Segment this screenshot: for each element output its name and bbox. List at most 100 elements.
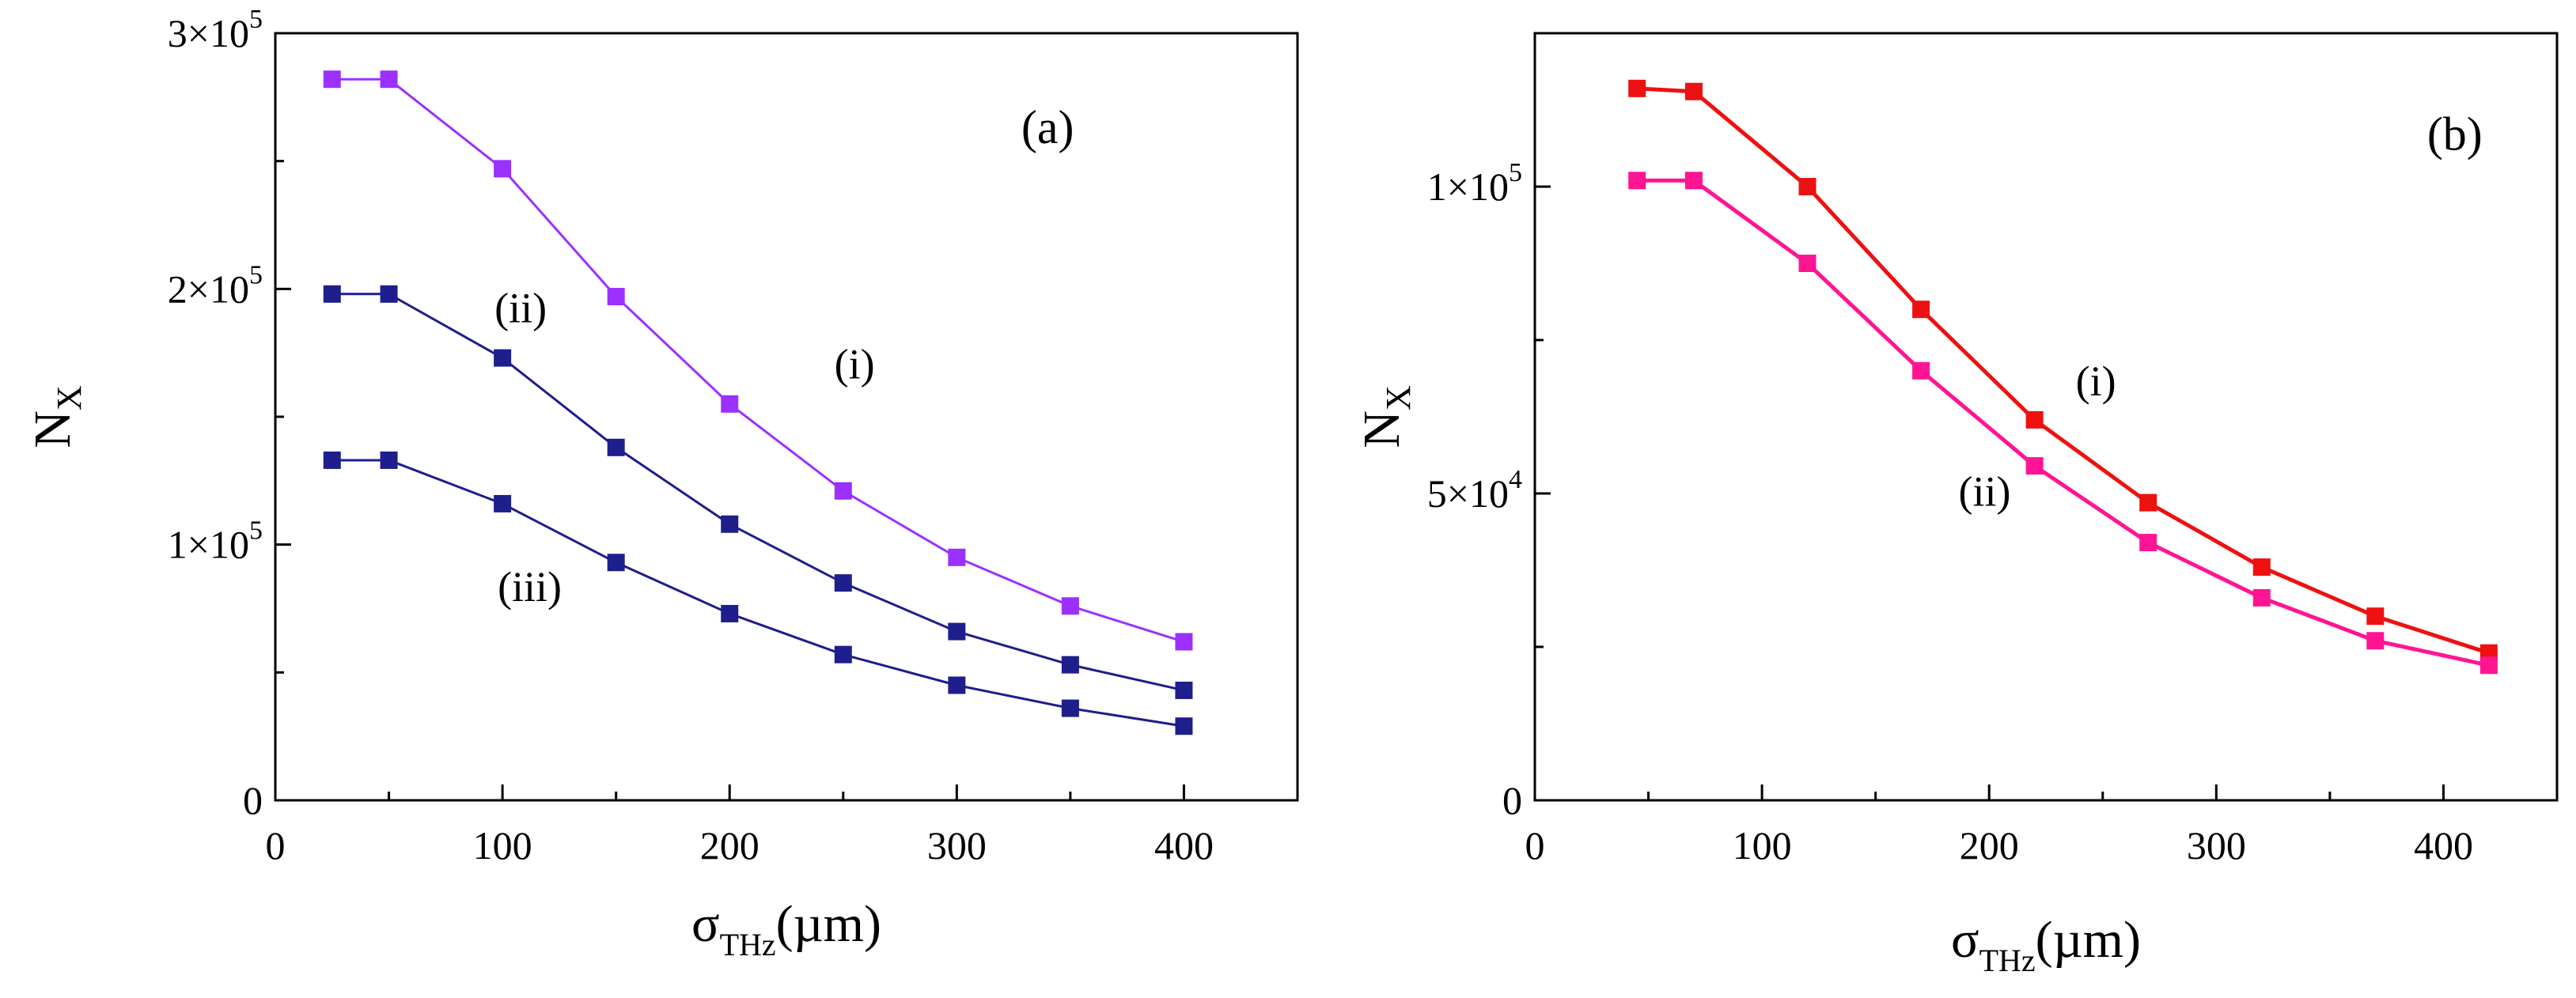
data-point (2252, 588, 2271, 607)
x-tick-label: 0 (266, 823, 286, 868)
y-tick-label: 0 (243, 778, 263, 822)
y-axis-title: NX (24, 385, 89, 448)
x-tick-label: 400 (2414, 823, 2473, 868)
panel-label: (a) (1021, 101, 1074, 153)
data-point (2479, 656, 2498, 675)
y-tick-label: 1×105 (168, 516, 263, 567)
data-point (721, 604, 739, 622)
data-point (2025, 457, 2044, 475)
data-point (834, 574, 852, 592)
y-tick-mantissa: 3×10 (168, 11, 249, 55)
data-point (1175, 717, 1193, 735)
y-tick-mantissa: 0 (1502, 778, 1522, 822)
data-point (494, 494, 512, 512)
data-point (721, 395, 739, 413)
panel-a: 0 100 200 300 40001×1052×1053×105(i)(ii)(iii… (24, 5, 1299, 962)
data-point (607, 288, 625, 306)
data-point (607, 554, 625, 572)
x-tick-label: 200 (700, 823, 760, 868)
series-line-3 (331, 459, 1184, 728)
data-point (2366, 632, 2385, 650)
y-tick-label: 5×104 (1427, 465, 1522, 516)
x-tick-label: 100 (1733, 823, 1792, 868)
x-tick-label: 100 (473, 823, 532, 868)
y-tick-mantissa: 1×10 (1427, 164, 1509, 209)
data-point (2252, 558, 2271, 576)
data-point (494, 160, 512, 178)
curve-label: (ii) (1958, 468, 2010, 516)
data-point (607, 438, 625, 456)
data-point (494, 349, 512, 367)
x-axis-subscript: THz (720, 927, 776, 962)
curve-label: (iii) (498, 563, 562, 611)
data-point (1061, 656, 1079, 674)
y-tick-mantissa: 5×10 (1427, 471, 1509, 516)
y-tick-label: 0 (1502, 778, 1522, 822)
y-tick-exponent: 5 (249, 516, 263, 546)
series-line-1 (1637, 86, 2490, 656)
data-point (1912, 361, 1930, 380)
x-tick-label: 200 (1960, 823, 2019, 868)
data-point (1628, 172, 1646, 190)
series-line-1 (331, 77, 1184, 643)
data-point (834, 482, 852, 500)
data-point (380, 70, 398, 89)
y-tick-mantissa: 0 (243, 778, 263, 822)
y-axis-subscript: X (1379, 385, 1418, 410)
plot-frame (274, 32, 1299, 802)
data-point (323, 285, 341, 303)
panel-b: 0 100 200 300 400 0 5×104 1×105 (i) (ii) (b) σTHz(µ… (1353, 32, 2559, 978)
data-point (1798, 178, 1816, 195)
data-point (380, 451, 398, 469)
x-axis-unit: (µm) (2036, 911, 2141, 969)
curve-label: (i) (835, 341, 875, 388)
data-point (1628, 79, 1646, 97)
data-point (1798, 255, 1816, 272)
data-point (2366, 607, 2385, 626)
data-point (721, 515, 739, 533)
y-tick-exponent: 5 (249, 5, 263, 34)
data-point (1175, 681, 1193, 699)
data-point (948, 622, 966, 641)
y-axis-symbol: N (24, 410, 81, 448)
x-axis-symbol: σ (1951, 911, 1979, 969)
data-point (1912, 301, 1930, 319)
x-tick-label: 300 (927, 823, 987, 868)
x-tick-label: 300 (2187, 823, 2246, 868)
curve-label: (ii) (494, 284, 547, 331)
x-axis-title: σTHz(µm) (691, 895, 881, 962)
y-axis-title: NX (1353, 385, 1418, 448)
data-point (2025, 410, 2044, 429)
data-point (2139, 493, 2157, 512)
data-point (1684, 172, 1703, 190)
y-tick-exponent: 5 (1509, 158, 1522, 187)
data-point (1684, 82, 1703, 100)
y-axis-symbol: N (1353, 410, 1411, 448)
x-tick-label: 0 (1525, 823, 1545, 868)
y-axis-subscript: X (50, 385, 89, 410)
data-point (948, 676, 966, 694)
data-point (948, 548, 966, 566)
y-tick-label: 1×105 (1427, 158, 1522, 209)
y-tick-label: 2×105 (168, 260, 263, 311)
data-point (323, 70, 341, 89)
plot-frame (1533, 32, 2559, 802)
y-tick-exponent: 5 (249, 260, 263, 289)
panel-label: (b) (2427, 108, 2483, 160)
y-tick-mantissa: 2×10 (168, 267, 249, 311)
data-point (834, 645, 852, 663)
x-tick-label: 400 (1154, 823, 1214, 868)
data-point (1061, 699, 1079, 717)
y-tick-label: 3×105 (168, 5, 263, 55)
x-axis-symbol: σ (691, 895, 720, 953)
curve-label: (i) (2076, 357, 2116, 405)
x-axis-title: σTHz(µm) (1951, 911, 2141, 978)
data-point (1175, 633, 1193, 651)
series-line-2 (331, 293, 1184, 692)
data-point (323, 451, 341, 469)
data-point (2139, 534, 2157, 552)
data-point (1061, 597, 1079, 615)
y-tick-mantissa: 1×10 (168, 523, 249, 567)
data-point (380, 285, 398, 303)
